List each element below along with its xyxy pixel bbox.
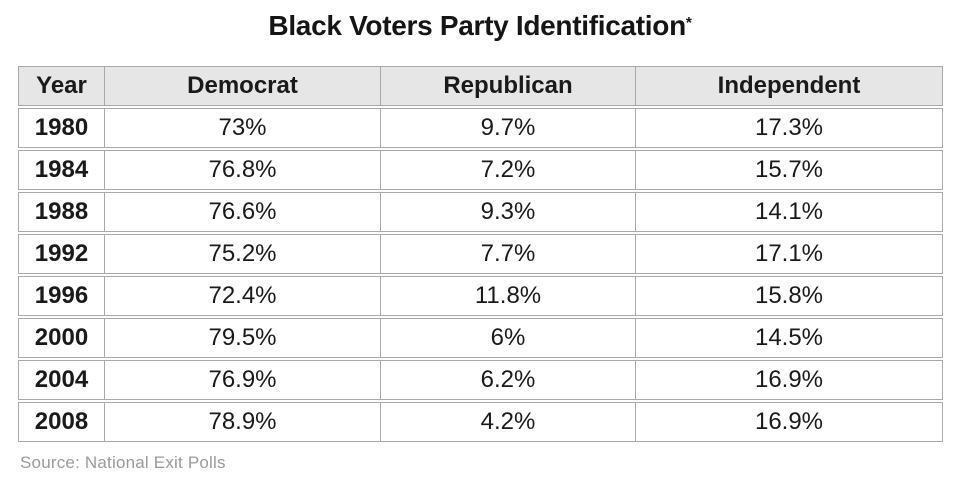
title-text: Black Voters Party Identification (268, 10, 686, 41)
year-cell: 1980 (18, 108, 105, 148)
table-row: 1988 76.6% 9.3% 14.1% (18, 192, 943, 232)
year-cell: 2000 (18, 318, 105, 358)
independent-cell: 15.7% (636, 150, 943, 190)
column-header-year: Year (18, 66, 105, 106)
democrat-cell: 76.9% (105, 360, 381, 400)
source-attribution: Source: National Exit Polls (20, 453, 226, 472)
year-cell: 1984 (18, 150, 105, 190)
party-identification-table: Year Democrat Republican Independent 198… (18, 64, 943, 444)
table-row: 2008 78.9% 4.2% 16.9% (18, 402, 943, 442)
column-header-independent: Independent (636, 66, 943, 106)
independent-cell: 14.1% (636, 192, 943, 232)
year-cell: 2004 (18, 360, 105, 400)
table-row: 2000 79.5% 6% 14.5% (18, 318, 943, 358)
year-cell: 2008 (18, 402, 105, 442)
republican-cell: 7.7% (381, 234, 636, 274)
republican-cell: 4.2% (381, 402, 636, 442)
republican-cell: 9.3% (381, 192, 636, 232)
column-header-republican: Republican (381, 66, 636, 106)
independent-cell: 14.5% (636, 318, 943, 358)
democrat-cell: 73% (105, 108, 381, 148)
independent-cell: 17.1% (636, 234, 943, 274)
democrat-cell: 72.4% (105, 276, 381, 316)
democrat-cell: 76.6% (105, 192, 381, 232)
table-row: 1996 72.4% 11.8% 15.8% (18, 276, 943, 316)
independent-cell: 16.9% (636, 360, 943, 400)
independent-cell: 16.9% (636, 402, 943, 442)
independent-cell: 15.8% (636, 276, 943, 316)
page-title: Black Voters Party Identification* (0, 6, 960, 46)
table-row: 1992 75.2% 7.7% 17.1% (18, 234, 943, 274)
table-row: 1984 76.8% 7.2% 15.7% (18, 150, 943, 190)
table-row: 2004 76.9% 6.2% 16.9% (18, 360, 943, 400)
republican-cell: 11.8% (381, 276, 636, 316)
independent-cell: 17.3% (636, 108, 943, 148)
republican-cell: 9.7% (381, 108, 636, 148)
democrat-cell: 79.5% (105, 318, 381, 358)
republican-cell: 6% (381, 318, 636, 358)
table-row: 1980 73% 9.7% 17.3% (18, 108, 943, 148)
democrat-cell: 75.2% (105, 234, 381, 274)
year-cell: 1996 (18, 276, 105, 316)
header-row: Year Democrat Republican Independent (18, 66, 943, 106)
column-header-democrat: Democrat (105, 66, 381, 106)
year-cell: 1992 (18, 234, 105, 274)
republican-cell: 7.2% (381, 150, 636, 190)
republican-cell: 6.2% (381, 360, 636, 400)
democrat-cell: 76.8% (105, 150, 381, 190)
democrat-cell: 78.9% (105, 402, 381, 442)
title-asterisk: * (685, 15, 692, 32)
year-cell: 1988 (18, 192, 105, 232)
